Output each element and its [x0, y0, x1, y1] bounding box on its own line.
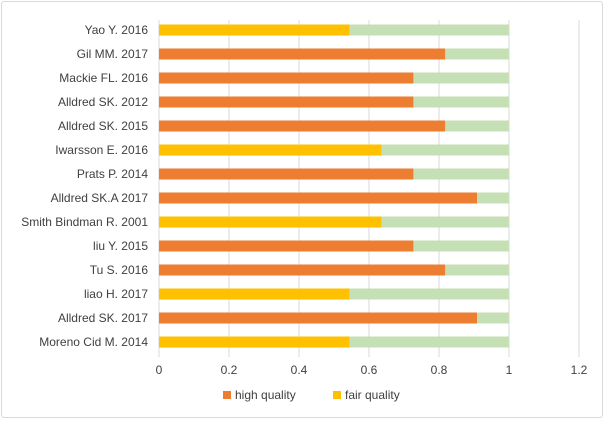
category-label: liao H. 2017 [84, 287, 148, 301]
bar-remainder [477, 312, 509, 324]
category-label: Mackie FL. 2016 [59, 71, 148, 85]
category-label: Iwarsson E. 2016 [55, 143, 148, 157]
bar-remainder [445, 120, 509, 132]
bar-quality-score [159, 288, 350, 300]
category-label: Alldred SK. 2015 [58, 119, 148, 133]
bar-quality-score [159, 240, 414, 252]
category-label: Moreno Cid M. 2014 [39, 335, 148, 349]
category-label: Alldred SK. 2012 [58, 95, 148, 109]
bars [159, 24, 509, 348]
x-tick-label: 1.2 [571, 363, 588, 377]
category-label: Smith Bindman R. 2001 [21, 215, 148, 229]
category-label: Alldred SK.A 2017 [51, 191, 149, 205]
bar-quality-score [159, 336, 350, 348]
bar-quality-score [159, 120, 446, 132]
x-tick-labels: 0 0.2 0.4 0.6 0.8 1 1.2 [156, 363, 588, 377]
category-label: Alldred SK. 2017 [58, 311, 148, 325]
bar-quality-score [159, 48, 446, 60]
legend-label-fair-quality: fair quality [345, 388, 400, 402]
category-label: Prats P. 2014 [77, 167, 148, 181]
x-tick-label: 0.6 [361, 363, 378, 377]
bar-remainder [349, 24, 509, 36]
x-tick-label: 0.4 [291, 363, 308, 377]
bar-quality-score [159, 216, 382, 228]
bar-remainder [413, 72, 509, 84]
bar-remainder [445, 48, 509, 60]
bar-remainder [413, 96, 509, 108]
bar-quality-score [159, 72, 414, 84]
bar-quality-score [159, 24, 350, 36]
legend-swatch-high-quality [223, 391, 231, 399]
x-tick-label: 0.8 [431, 363, 448, 377]
bar-quality-score [159, 168, 414, 180]
x-tick-label: 0 [156, 363, 163, 377]
bar-remainder [413, 168, 509, 180]
bar-remainder [381, 216, 509, 228]
bar-remainder [477, 192, 509, 204]
bar-quality-score [159, 264, 446, 276]
category-label: liu Y. 2015 [93, 239, 148, 253]
category-label: Yao Y. 2016 [85, 23, 149, 37]
bar-quality-score [159, 144, 382, 156]
legend-label-high-quality: high quality [235, 388, 296, 402]
gridlines [158, 20, 580, 357]
category-label: Tu S. 2016 [90, 263, 149, 277]
bar-remainder [349, 336, 509, 348]
category-label: Gil MM. 2017 [77, 47, 149, 61]
bar-remainder [413, 240, 509, 252]
legend: high quality fair quality [223, 388, 400, 402]
bar-quality-score [159, 96, 414, 108]
x-tick-label: 1 [506, 363, 513, 377]
bar-quality-score [159, 192, 478, 204]
bar-remainder [349, 288, 509, 300]
x-tick-label: 0.2 [221, 363, 238, 377]
bar-remainder [381, 144, 509, 156]
legend-swatch-fair-quality [333, 391, 341, 399]
bar-remainder [445, 264, 509, 276]
category-labels: Yao Y. 2016 Gil MM. 2017 Mackie FL. 2016 Al… [21, 23, 148, 349]
bar-quality-score [159, 312, 478, 324]
